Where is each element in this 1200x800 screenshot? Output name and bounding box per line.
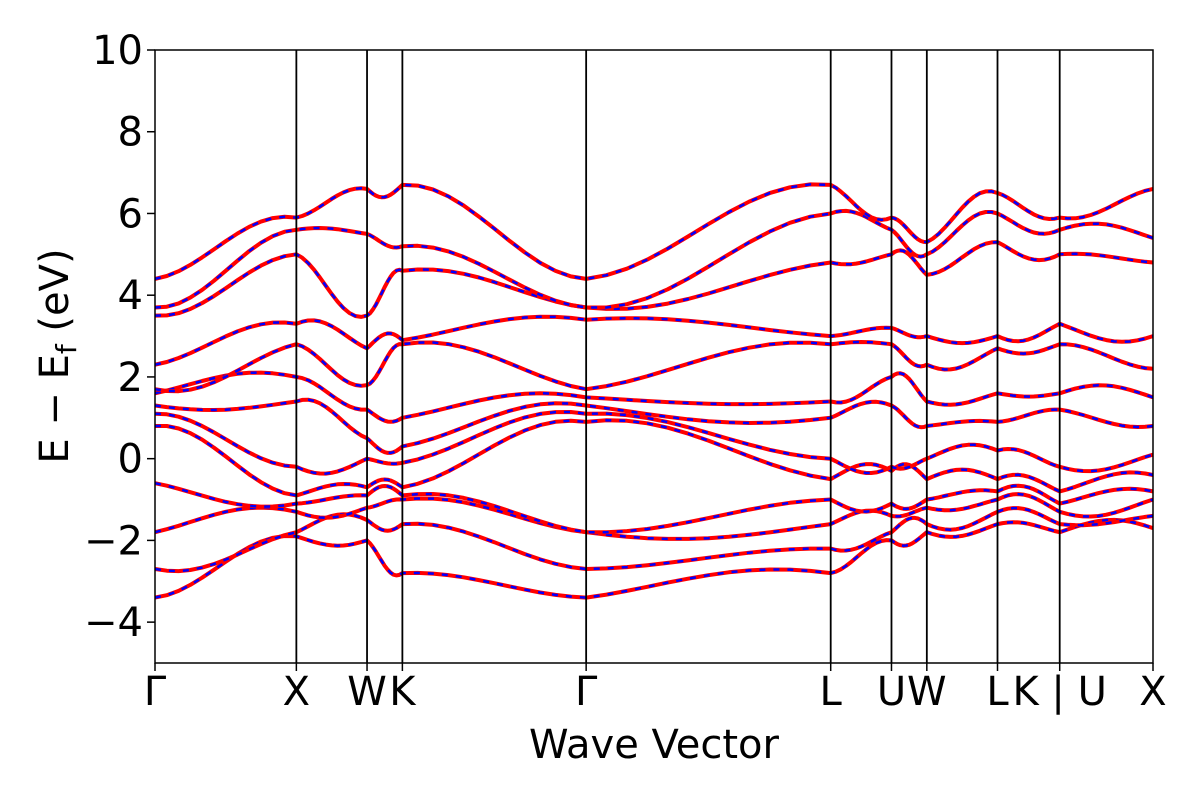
- band-dash: [155, 419, 1154, 497]
- y-tick-label: 10: [92, 28, 143, 74]
- x-tick-label: L: [986, 669, 1009, 715]
- band-line: [155, 418, 1154, 498]
- y-axis-label-main: E − E: [32, 354, 78, 464]
- y-tick-label: 2: [118, 355, 143, 401]
- band-dash: [154, 315, 1154, 366]
- band-dash: [154, 240, 1154, 319]
- y-tick-label: 0: [118, 437, 143, 483]
- band-dash: [154, 518, 1154, 599]
- band-line: [154, 240, 1154, 319]
- high-symmetry-lines: [295, 50, 1061, 663]
- bands-layer: [154, 182, 1154, 600]
- x-tick-label: Γ: [575, 669, 598, 715]
- y-axis-label-unit: (eV): [32, 248, 78, 344]
- plot-frame: [154, 49, 1154, 664]
- y-tick-label: 4: [118, 273, 143, 319]
- x-tick-label: U: [877, 669, 906, 715]
- x-tick-label: L: [820, 669, 843, 715]
- y-axis: 10 8 6 4 2 0 −2 −4: [84, 28, 155, 646]
- y-tick-label: 8: [118, 110, 143, 156]
- y-tick-label: 6: [118, 191, 143, 237]
- y-axis-label-subscript: f: [50, 343, 83, 354]
- band-dash: [154, 183, 1154, 281]
- y-tick-label: −2: [84, 518, 143, 564]
- x-tick-label: X: [283, 669, 310, 715]
- x-tick-label: K | U: [1012, 669, 1106, 715]
- x-tick-label: Γ: [144, 669, 167, 715]
- band-line: [154, 492, 1154, 541]
- band-line: [154, 340, 1154, 394]
- x-tick-label: X: [1139, 669, 1166, 715]
- x-tick-label: K: [389, 669, 417, 715]
- band-dash: [154, 209, 1154, 309]
- x-tick-label: W: [347, 669, 387, 715]
- y-axis-label: E − Ef (eV): [32, 248, 83, 463]
- y-tick-label: −4: [84, 600, 143, 646]
- band-dash: [154, 371, 1154, 424]
- band-line: [154, 314, 1154, 367]
- x-axis-label: Wave Vector: [529, 722, 780, 768]
- band-line: [154, 182, 1154, 281]
- x-tick-label: W: [907, 669, 947, 715]
